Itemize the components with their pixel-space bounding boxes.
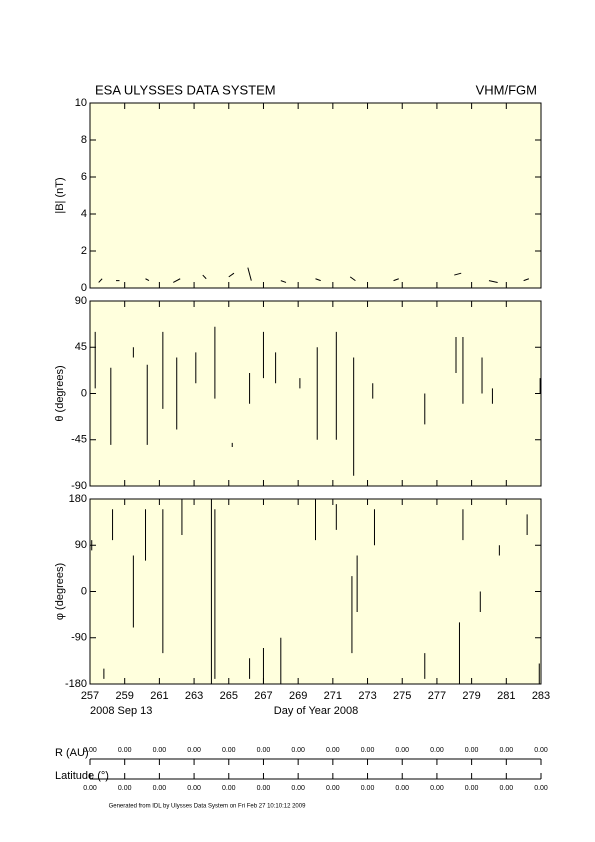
lat-value-label: 0.00 xyxy=(187,785,201,792)
y-tick-label: -45 xyxy=(71,434,87,446)
instrument: VHM/FGM xyxy=(476,82,537,97)
lat-value-label: 0.00 xyxy=(222,785,236,792)
r-value-label: 0.00 xyxy=(291,747,305,754)
r-value-label: 0.00 xyxy=(153,747,167,754)
r-value-label: 0.00 xyxy=(222,747,236,754)
y-tick-label: 2 xyxy=(81,245,87,257)
r-value-label: 0.00 xyxy=(187,747,201,754)
r-value-label: 0.00 xyxy=(361,747,375,754)
data-line xyxy=(94,326,541,476)
x-tick-label: 283 xyxy=(532,690,550,702)
x-tick-label: 271 xyxy=(324,690,342,702)
x-tick-label: 281 xyxy=(497,690,515,702)
r-value-label: 0.00 xyxy=(465,747,479,754)
footer: Generated from IDL by Ulysses Data Syste… xyxy=(109,804,307,810)
x-tick-label: 279 xyxy=(462,690,480,702)
lat-value-label: 0.00 xyxy=(395,785,409,792)
x-tick-label: 275 xyxy=(393,690,411,702)
y-tick-label: 0 xyxy=(81,282,87,294)
x-axis-label: Day of Year 2008 xyxy=(274,705,358,717)
lat-value-label: 0.00 xyxy=(326,785,340,792)
r-value-label: 0.00 xyxy=(257,747,271,754)
lat-value-label: 0.00 xyxy=(83,785,97,792)
x-tick-label: 263 xyxy=(185,690,203,702)
x-tick-label: 261 xyxy=(150,690,168,702)
y-tick-label: -180 xyxy=(65,678,87,690)
lat-value-label: 0.00 xyxy=(430,785,444,792)
plot-area xyxy=(89,300,542,487)
y-tick-label: 90 xyxy=(75,539,87,551)
y-tick-label: 45 xyxy=(75,341,87,353)
y-axis-label: φ (degrees) xyxy=(54,563,66,620)
lat-value-label: 0.00 xyxy=(534,785,548,792)
y-tick-label: 90 xyxy=(75,295,87,307)
x-tick-label: 259 xyxy=(116,690,134,702)
r-value-label: 0.00 xyxy=(118,747,132,754)
r-label: R (AU) xyxy=(55,747,89,759)
y-tick-label: 4 xyxy=(81,208,87,220)
y-tick-label: 6 xyxy=(81,171,87,183)
y-tick-label: 0 xyxy=(81,387,87,399)
r-value-label: 0.00 xyxy=(395,747,409,754)
date-label: 2008 Sep 13 xyxy=(90,705,152,717)
y-tick-label: -90 xyxy=(71,480,87,492)
lat-label: Latitude (°) xyxy=(55,770,109,782)
data-line xyxy=(91,499,540,684)
x-tick-label: 257 xyxy=(81,690,99,702)
lat-value-label: 0.00 xyxy=(291,785,305,792)
lat-value-label: 0.00 xyxy=(257,785,271,792)
y-tick-label: 10 xyxy=(75,97,87,109)
lat-value-label: 0.00 xyxy=(361,785,375,792)
y-tick-label: -90 xyxy=(71,632,87,644)
r-value-label: 0.00 xyxy=(83,747,97,754)
r-value-label: 0.00 xyxy=(430,747,444,754)
plot-area xyxy=(89,102,542,289)
y-tick-label: 8 xyxy=(81,134,87,146)
data-line xyxy=(98,267,530,283)
y-axis-label: |B| (nT) xyxy=(54,177,66,213)
x-tick-label: 273 xyxy=(358,690,376,702)
x-tick-label: 269 xyxy=(289,690,307,702)
lat-value-label: 0.00 xyxy=(465,785,479,792)
lat-value-label: 0.00 xyxy=(499,785,513,792)
x-tick-label: 267 xyxy=(254,690,272,702)
r-value-label: 0.00 xyxy=(326,747,340,754)
title: ESA ULYSSES DATA SYSTEM xyxy=(95,82,276,97)
x-tick-label: 277 xyxy=(428,690,446,702)
y-tick-label: 0 xyxy=(81,585,87,597)
lat-value-label: 0.00 xyxy=(153,785,167,792)
x-tick-label: 265 xyxy=(220,690,238,702)
r-value-label: 0.00 xyxy=(499,747,513,754)
y-axis-label: θ (degrees) xyxy=(54,365,66,421)
y-tick-label: 180 xyxy=(69,493,87,505)
lat-value-label: 0.00 xyxy=(118,785,132,792)
r-value-label: 0.00 xyxy=(534,747,548,754)
